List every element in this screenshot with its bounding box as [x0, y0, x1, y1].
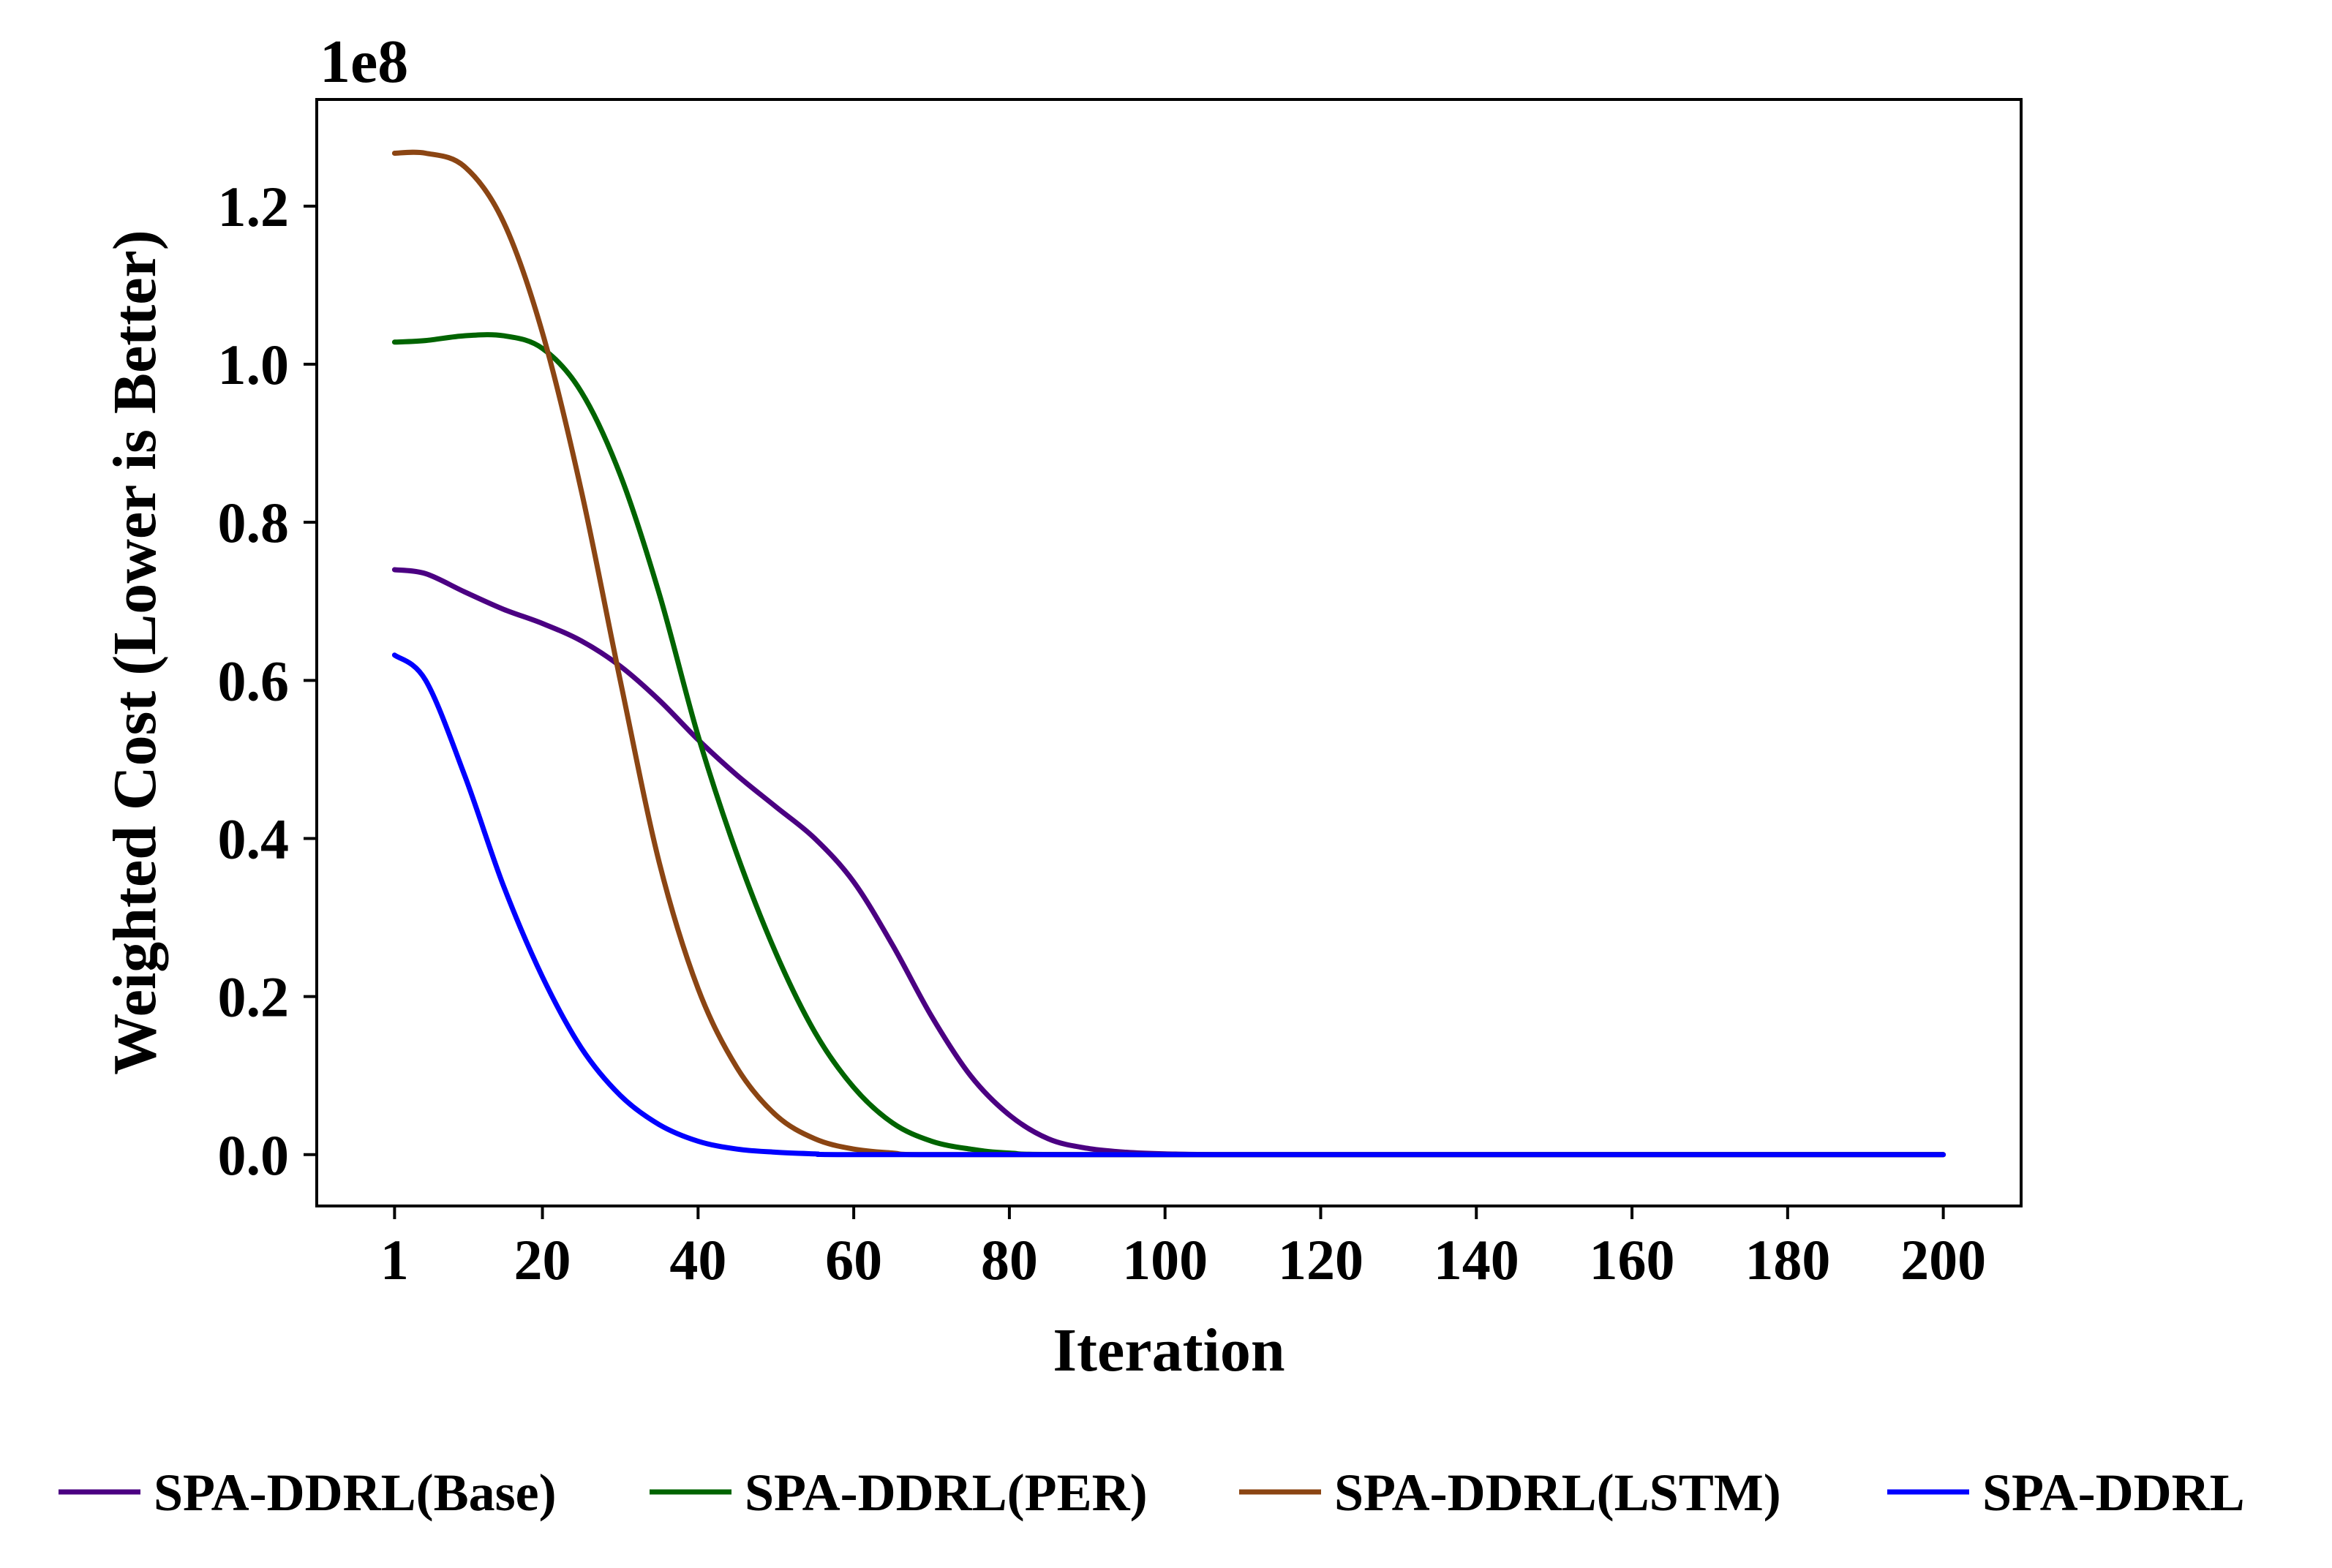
x-tick-label: 200 — [1900, 1228, 1986, 1292]
series-layer — [391, 149, 1947, 1158]
y-tick-label: 1.0 — [218, 333, 290, 396]
x-tick-label: 100 — [1122, 1228, 1208, 1292]
x-tick-label: 20 — [514, 1228, 571, 1292]
series-line-1 — [391, 567, 1947, 1158]
legend-label-1: SPA-DDRL(Base) — [154, 1463, 557, 1522]
y-offset-label: 1e8 — [320, 28, 408, 96]
x-axis: 1 20 40 60 80 100 120 140 160 180 200 — [380, 1206, 1986, 1292]
series-line-2 — [391, 332, 1947, 1158]
y-tick-label: 0.6 — [218, 649, 290, 712]
x-tick-label: 120 — [1278, 1228, 1364, 1292]
x-tick-label: 60 — [825, 1228, 882, 1292]
x-axis-title: Iteration — [1053, 1316, 1285, 1384]
y-tick-label: 0.0 — [218, 1123, 290, 1187]
x-tick-label: 160 — [1590, 1228, 1675, 1292]
y-axis: 0.0 0.2 0.4 0.6 0.8 1.0 1.2 — [218, 175, 317, 1187]
y-axis-title: Weighted Cost (Lower is Better) — [101, 230, 169, 1075]
y-tick-label: 0.2 — [218, 965, 290, 1029]
x-tick-label: 1 — [380, 1228, 409, 1292]
y-tick-label: 1.2 — [218, 175, 290, 238]
legend-label-3: SPA-DDRL(LSTM) — [1334, 1463, 1781, 1522]
series-line-3 — [391, 149, 1947, 1158]
legend: SPA-DDRL(Base) SPA-DDRL(PER) SPA-DDRL(LSTM… — [59, 1463, 2245, 1522]
legend-label-4: SPA-DDRL — [1982, 1463, 2245, 1522]
x-tick-label: 180 — [1745, 1228, 1830, 1292]
x-tick-label: 140 — [1434, 1228, 1519, 1292]
x-tick-label: 80 — [981, 1228, 1038, 1292]
plot-frame — [315, 98, 2023, 1207]
x-tick-label: 40 — [669, 1228, 726, 1292]
y-tick-label: 0.8 — [218, 491, 290, 554]
series-line-4 — [391, 652, 1947, 1158]
legend-label-2: SPA-DDRL(PER) — [745, 1463, 1148, 1522]
y-tick-label: 0.4 — [218, 807, 290, 870]
